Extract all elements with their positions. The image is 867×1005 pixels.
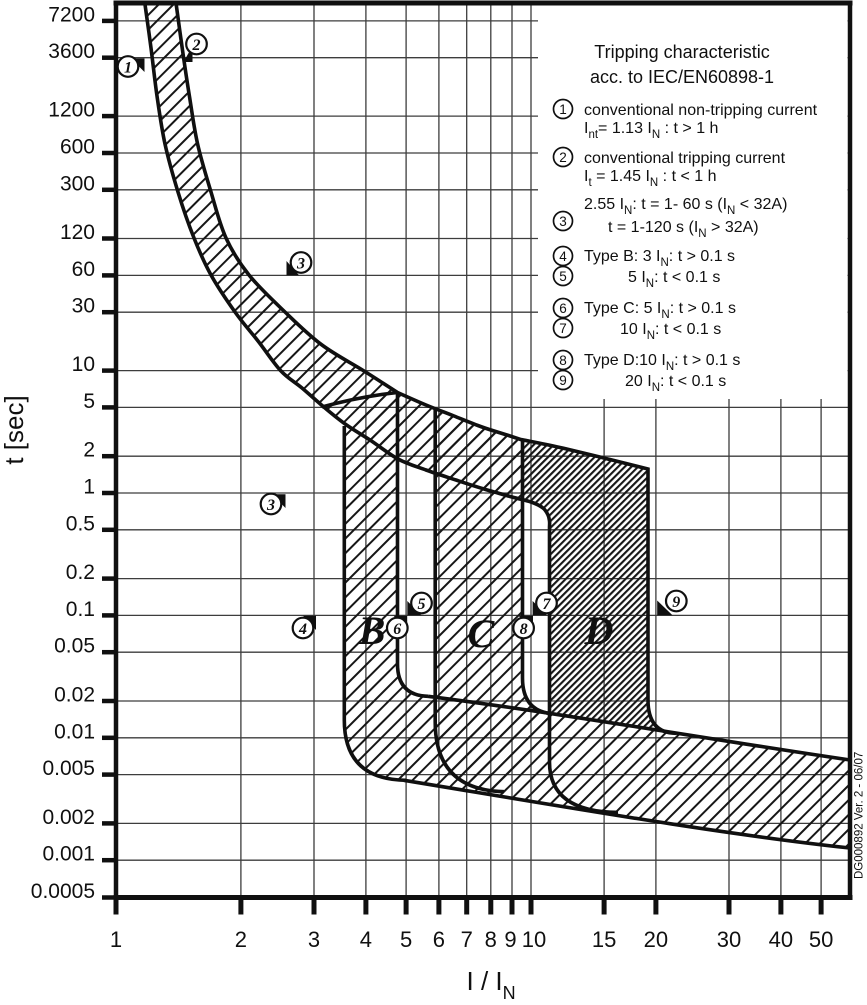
svg-text:9: 9 [504, 927, 516, 952]
svg-text:3: 3 [266, 497, 275, 514]
svg-text:Type B: 3 IN: t > 0.1 s: Type B: 3 IN: t > 0.1 s [584, 248, 735, 269]
svg-text:0.5: 0.5 [66, 512, 95, 535]
svg-text:7: 7 [559, 321, 567, 336]
svg-text:6: 6 [393, 621, 401, 638]
svg-text:0.1: 0.1 [66, 598, 95, 621]
svg-text:5: 5 [418, 596, 426, 613]
svg-text:7: 7 [543, 596, 552, 613]
svg-text:It = 1.45 IN : t < 1 h: It = 1.45 IN : t < 1 h [584, 168, 717, 189]
svg-text:300: 300 [60, 172, 95, 195]
svg-text:40: 40 [769, 927, 793, 952]
svg-text:2.55 IN: t = 1- 60 s (IN < 32A: 2.55 IN: t = 1- 60 s (IN < 32A) [584, 196, 787, 217]
svg-text:4: 4 [559, 249, 567, 264]
svg-text:0.0005: 0.0005 [31, 880, 95, 903]
svg-text:3: 3 [559, 214, 567, 229]
svg-text:0.001: 0.001 [42, 843, 95, 866]
svg-text:9: 9 [672, 594, 680, 611]
svg-text:5: 5 [83, 390, 95, 413]
svg-text:Type D:10 IN: t > 0.1 s: Type D:10 IN: t > 0.1 s [584, 352, 740, 373]
svg-text:4: 4 [360, 927, 372, 952]
svg-text:30: 30 [717, 927, 741, 952]
svg-text:t [sec]: t [sec] [0, 395, 29, 464]
svg-text:7: 7 [461, 927, 473, 952]
svg-text:2: 2 [235, 927, 247, 952]
svg-text:1: 1 [83, 476, 95, 499]
svg-text:60: 60 [72, 258, 95, 281]
svg-text:5: 5 [400, 927, 412, 952]
svg-text:Type C: 5 IN: t > 0.1 s: Type C: 5 IN: t > 0.1 s [584, 300, 736, 321]
svg-text:2: 2 [83, 439, 95, 462]
svg-text:8: 8 [559, 353, 567, 368]
svg-text:D: D [584, 608, 614, 653]
svg-text:0.2: 0.2 [66, 561, 95, 584]
svg-text:t = 1-120 s (IN > 32A): t = 1-120 s (IN > 32A) [608, 219, 759, 240]
svg-text:DG000892 Ver. 2 - 06/07: DG000892 Ver. 2 - 06/07 [854, 752, 866, 879]
svg-text:10 IN: t < 0.1 s: 10 IN: t < 0.1 s [620, 321, 721, 342]
svg-text:8: 8 [485, 927, 497, 952]
svg-text:acc. to IEC/EN60898-1: acc. to IEC/EN60898-1 [590, 67, 774, 87]
svg-text:conventional non-tripping curr: conventional non-tripping current [584, 102, 818, 119]
svg-text:600: 600 [60, 136, 95, 159]
svg-text:20 IN: t < 0.1 s: 20 IN: t < 0.1 s [625, 373, 726, 394]
svg-text:3: 3 [308, 927, 320, 952]
svg-text:0.01: 0.01 [54, 720, 95, 743]
svg-text:9: 9 [559, 373, 567, 388]
svg-text:6: 6 [433, 927, 445, 952]
svg-text:6: 6 [559, 301, 567, 316]
svg-text:2: 2 [192, 37, 201, 54]
svg-text:5: 5 [559, 269, 567, 284]
svg-text:1: 1 [110, 927, 122, 952]
svg-text:4: 4 [298, 621, 307, 638]
svg-text:3: 3 [296, 256, 305, 273]
svg-text:0.05: 0.05 [54, 635, 95, 658]
svg-text:2: 2 [559, 150, 567, 165]
svg-text:30: 30 [72, 295, 95, 318]
svg-text:0.002: 0.002 [42, 806, 95, 829]
svg-text:1: 1 [124, 60, 132, 77]
svg-text:15: 15 [592, 927, 616, 952]
svg-text:1200: 1200 [48, 99, 95, 122]
svg-text:7200: 7200 [48, 3, 95, 26]
svg-text:Int= 1.13 IN : t > 1 h: Int= 1.13 IN : t > 1 h [584, 120, 718, 141]
svg-text:Tripping characteristic: Tripping characteristic [594, 42, 769, 62]
svg-text:20: 20 [644, 927, 668, 952]
svg-text:1: 1 [559, 102, 567, 117]
svg-text:50: 50 [809, 927, 833, 952]
svg-text:C: C [468, 611, 496, 656]
svg-text:conventional tripping current: conventional tripping current [584, 150, 786, 167]
svg-text:10: 10 [522, 927, 546, 952]
svg-text:3600: 3600 [48, 40, 95, 63]
svg-text:B: B [358, 608, 386, 653]
svg-text:120: 120 [60, 221, 95, 244]
svg-text:8: 8 [520, 621, 528, 638]
svg-text:0.005: 0.005 [42, 757, 95, 780]
svg-text:10: 10 [72, 353, 95, 376]
svg-text:0.02: 0.02 [54, 684, 95, 707]
